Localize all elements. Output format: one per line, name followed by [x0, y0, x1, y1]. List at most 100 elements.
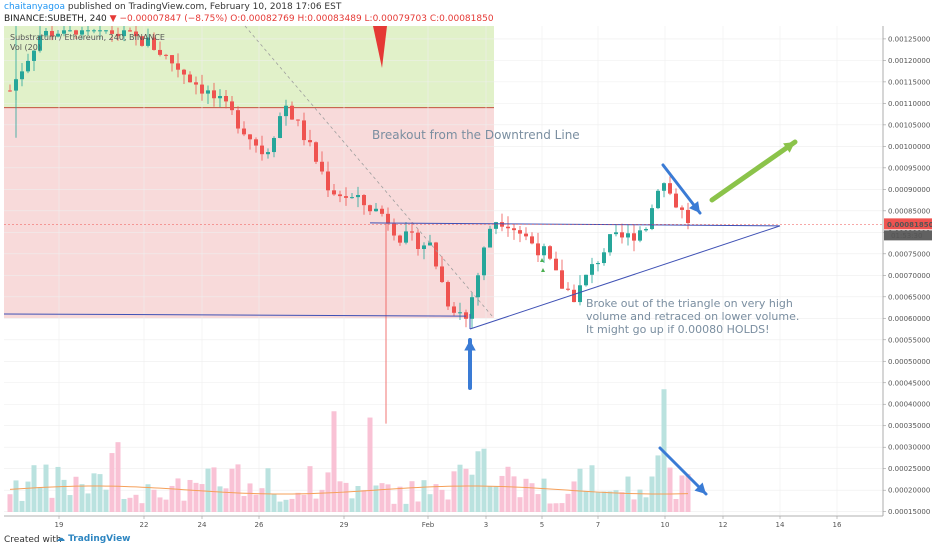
candle-body — [386, 213, 390, 224]
candle-body — [284, 105, 288, 117]
candle-body — [164, 54, 168, 56]
candle-body — [20, 71, 24, 80]
arrow-down-blue — [661, 163, 702, 215]
volume-bar — [439, 489, 445, 512]
price-tick-label: 0.00015000 — [888, 508, 930, 516]
annotation-triangle-1: Broke out of the triangle on very high — [586, 297, 793, 310]
volume-bar — [295, 492, 301, 512]
tradingview-logo[interactable]: ☁ TradingView — [56, 534, 131, 544]
volume-bar — [253, 494, 259, 512]
candle-body — [554, 258, 558, 271]
chart-header: chaitanyagoa published on TradingView.co… — [0, 0, 932, 26]
candle-body — [596, 263, 600, 265]
candle-body — [470, 297, 474, 319]
price-axis[interactable]: 0.00125000 0.00120000 0.00115000 0.00110000… — [4, 26, 932, 516]
volume-bar — [667, 467, 673, 512]
candle-body — [308, 140, 312, 143]
volume-bar — [241, 495, 247, 512]
candle-body — [356, 195, 360, 198]
brand-label: TradingView — [68, 534, 131, 544]
candle-body — [464, 312, 468, 319]
candle-body — [44, 30, 48, 36]
legend-volume: Vol (20) — [10, 43, 41, 52]
volume-bar — [319, 489, 325, 512]
chart-drawings — [3, 25, 798, 496]
volume-bar — [97, 474, 103, 512]
candle-body — [128, 30, 132, 32]
volume-bar — [475, 451, 481, 512]
time-tick-label: 16 — [833, 521, 842, 529]
signal-marker — [540, 258, 544, 262]
volume-bar — [25, 481, 31, 512]
volume-bar — [535, 494, 541, 512]
candle-body — [38, 35, 42, 51]
price-tick-label: 0.00040000 — [888, 401, 930, 409]
volume-bar — [73, 476, 79, 512]
candle-body — [542, 246, 546, 256]
candle-body — [80, 30, 84, 35]
volume-bar — [427, 494, 433, 512]
chart-grid — [4, 26, 883, 516]
candle-body — [104, 30, 108, 32]
volume-bar — [343, 482, 349, 512]
time-tick-label: 7 — [596, 521, 600, 529]
candle-body — [626, 233, 630, 238]
time-tick-label: 5 — [540, 521, 544, 529]
annotation-breakout: Breakout from the Downtrend Line — [372, 128, 580, 142]
published-text: published on TradingView.com, February 1… — [67, 2, 342, 12]
price-tick-label: 0.00075000 — [888, 250, 930, 258]
price-tag-box — [884, 218, 932, 230]
candle-body — [146, 37, 150, 46]
volume-bar — [511, 476, 517, 512]
author-link[interactable]: chaitanyagoa — [4, 2, 65, 12]
price-chart[interactable]: 0.00125000 0.00120000 0.00115000 0.00110000… — [0, 0, 932, 532]
profit-zone — [4, 26, 494, 108]
candle-body — [530, 236, 534, 244]
created-with-label: Created with — [4, 535, 62, 545]
candle-body — [314, 142, 318, 162]
symbol-line: BINANCE:SUBETH, 240 ▼ −0.00007847 (−8.75… — [4, 14, 494, 24]
volume-bar — [451, 471, 457, 512]
candle-body — [500, 222, 504, 227]
time-axis[interactable]: 19 22 24 26 29 Feb 3 5 7 10 12 14 16 — [4, 515, 883, 529]
candle-body — [668, 183, 672, 194]
time-tick-label: 29 — [340, 521, 349, 529]
candle-body — [404, 231, 408, 243]
candle-body — [116, 33, 120, 37]
volume-bar — [367, 417, 373, 512]
candle-body — [524, 233, 528, 237]
volume-ma-polyline — [9, 485, 689, 495]
volume-bar — [607, 491, 613, 512]
volume-bar — [331, 411, 337, 512]
volume-bar — [547, 503, 553, 512]
signal-marker — [541, 268, 545, 272]
candle-body — [428, 242, 432, 246]
volume-bar — [595, 492, 601, 512]
volume-bar — [67, 495, 73, 512]
volume-bar — [283, 499, 289, 512]
candle-body — [674, 193, 678, 208]
volume-bar — [61, 479, 67, 512]
candle-body — [362, 195, 366, 206]
price-tick-label: 0.00115000 — [888, 78, 930, 86]
volume-bar — [187, 479, 193, 512]
price-tick-label: 0.00085000 — [888, 207, 930, 215]
price-tick-label: 0.00110000 — [888, 100, 930, 108]
volume-bar — [163, 499, 169, 512]
volume-bar — [481, 448, 487, 512]
candle-body — [434, 242, 438, 267]
volume-bar — [133, 494, 139, 512]
volume-bar — [625, 476, 631, 512]
candle-body — [518, 230, 522, 234]
volume-bar — [349, 498, 355, 512]
time-tick-label: 22 — [140, 521, 149, 529]
volume-bar — [229, 468, 235, 512]
time-tick-label: Feb — [422, 521, 435, 529]
candle-body — [440, 266, 444, 283]
candle-body — [170, 55, 174, 64]
candle-body — [326, 171, 330, 191]
candle-body — [452, 306, 456, 313]
candle-body — [512, 228, 516, 231]
time-tick-label: 12 — [719, 521, 728, 529]
volume-bar — [637, 489, 643, 512]
